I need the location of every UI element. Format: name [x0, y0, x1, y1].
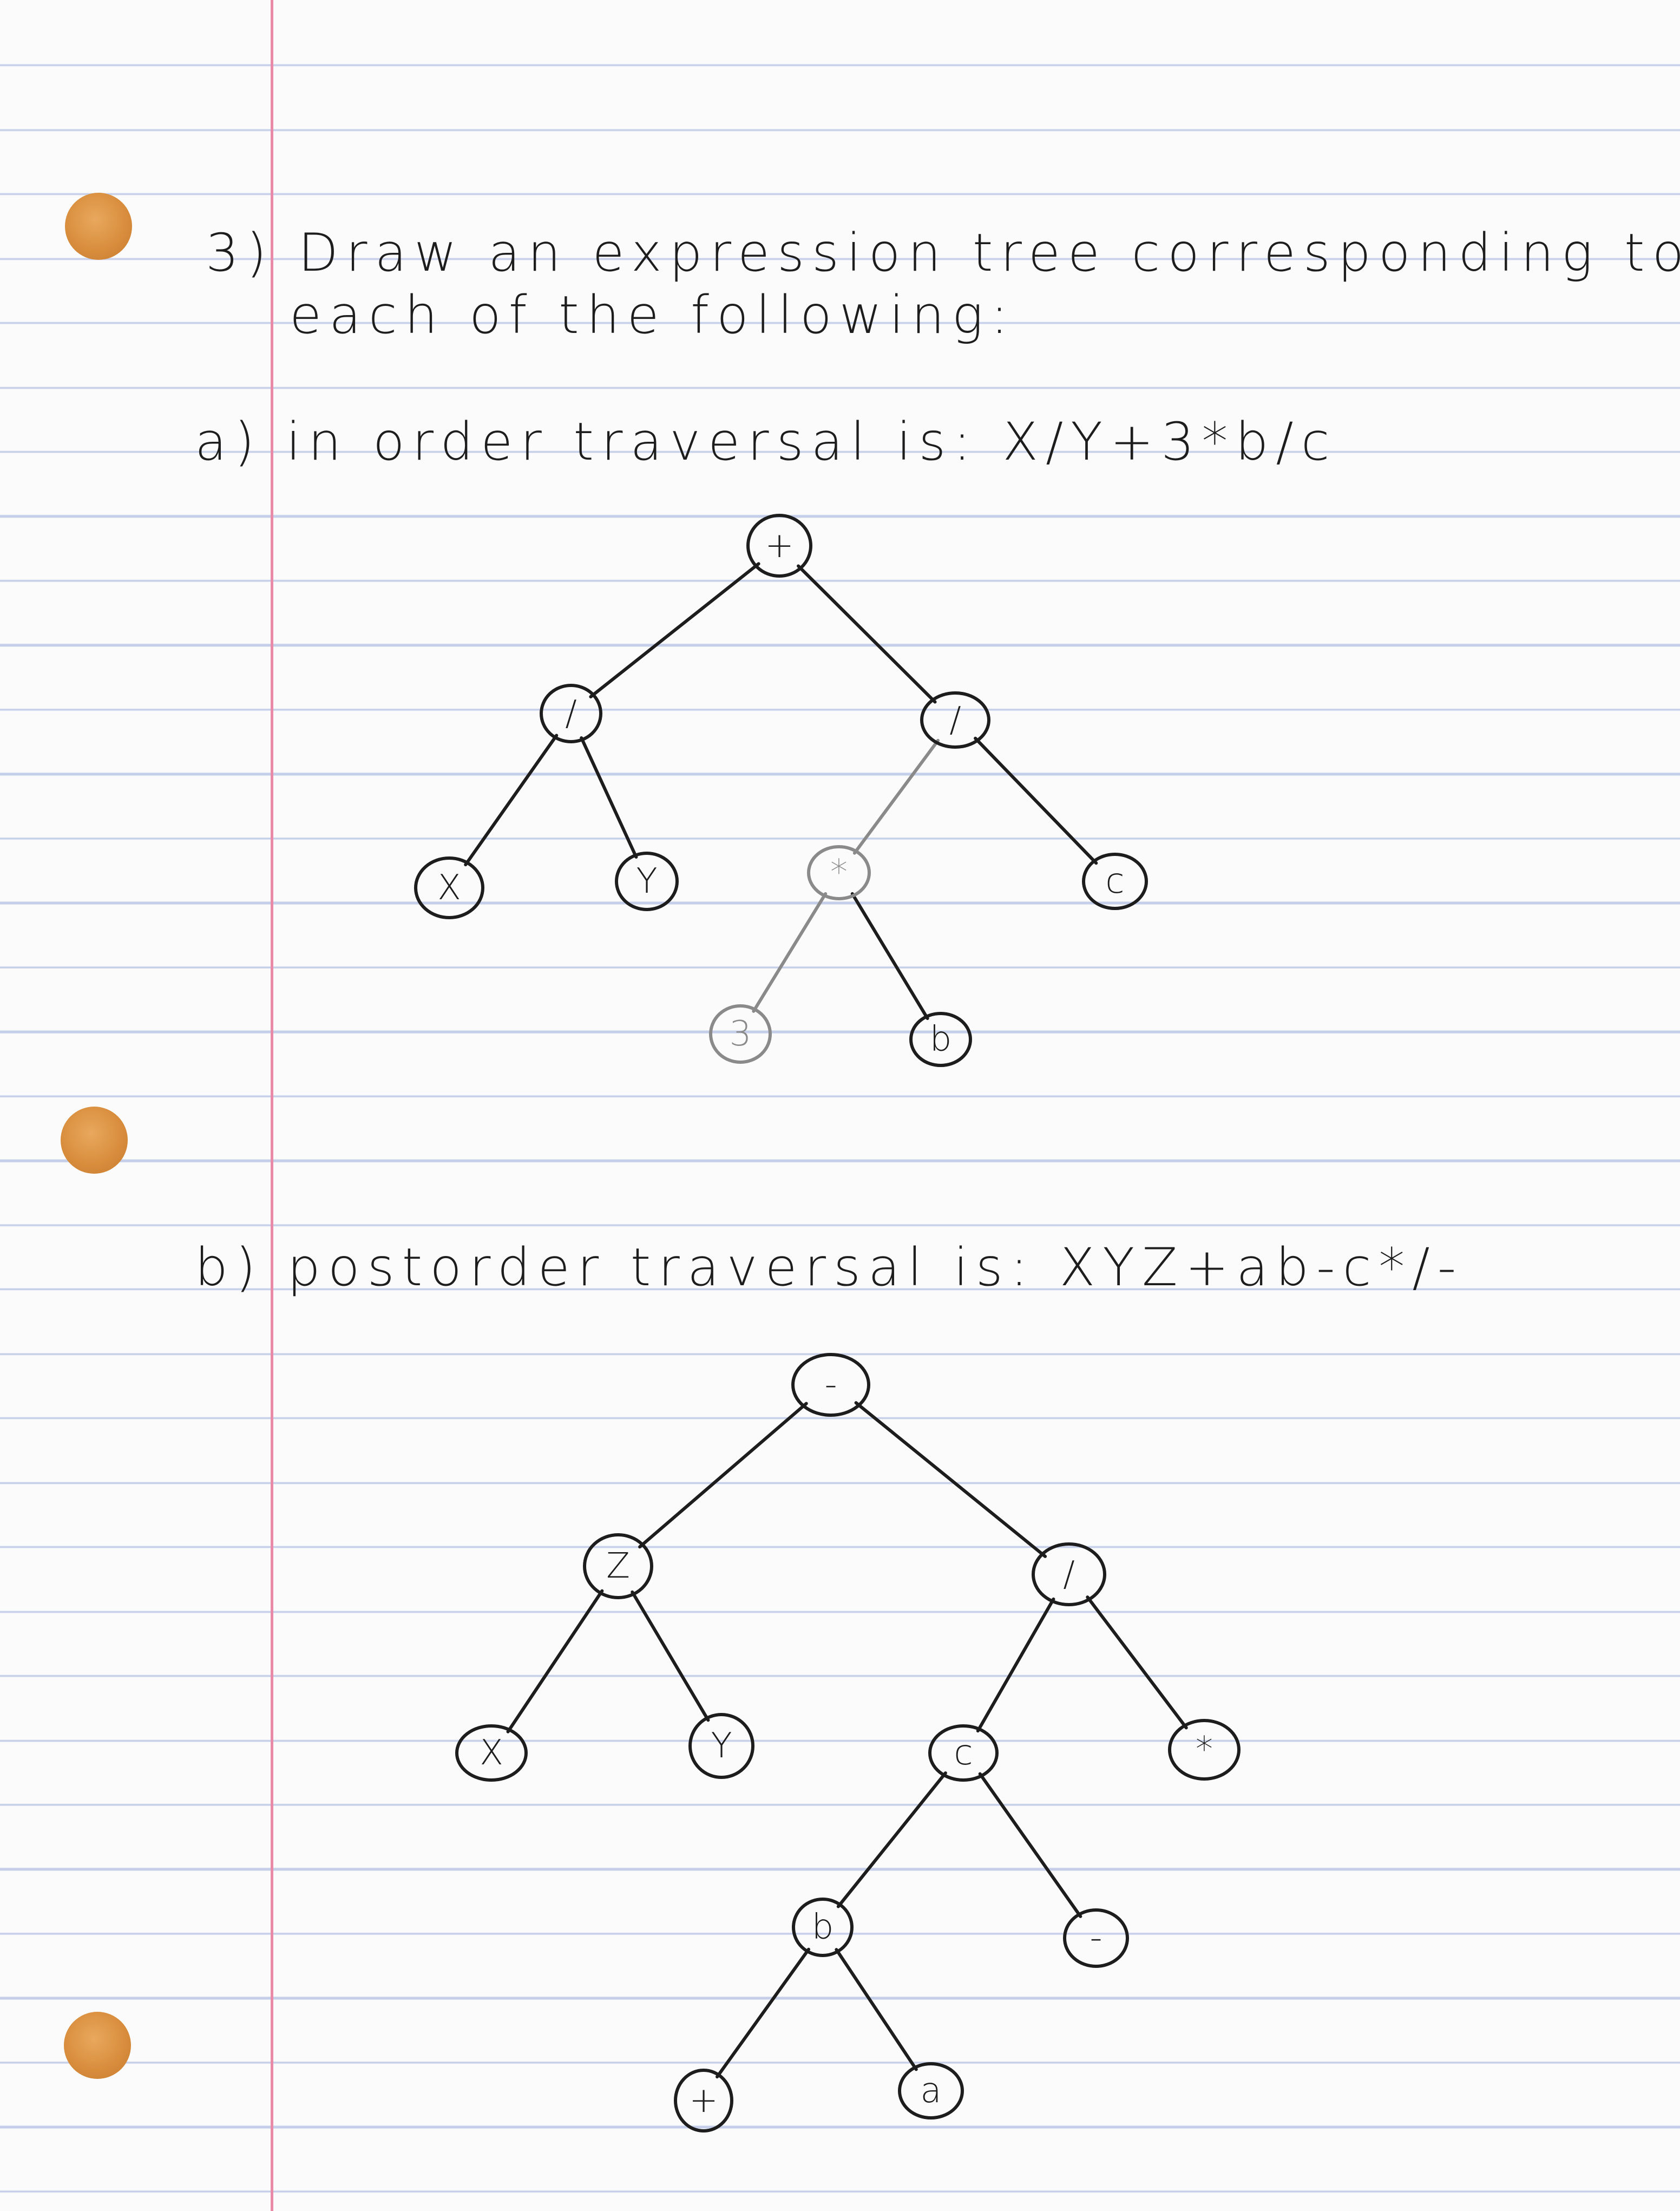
node-circle: [898, 2062, 964, 2120]
node-label: /: [949, 700, 961, 740]
node-label: a: [920, 2071, 941, 2111]
part-a-text: in order traversal is: X/Y+3*b/c: [286, 411, 1337, 472]
tree-b-edges: [506, 1401, 1188, 2079]
punch-hole-middle: [61, 1107, 128, 1174]
node-label: *: [1196, 1730, 1213, 1770]
node-circle: [615, 852, 679, 911]
tree-edge: [797, 564, 937, 704]
tree-edge: [974, 736, 1098, 865]
margin-line: [271, 0, 273, 2211]
part-b-text: postorder traversal is: XYZ+ab-c*/-: [287, 1237, 1464, 1298]
question-number: 3): [206, 223, 274, 283]
node-label: Z: [606, 1546, 630, 1586]
tree-edge: [852, 738, 940, 855]
tree-node: -: [1063, 1908, 1129, 1968]
tree-edge: [854, 1401, 1047, 1558]
tree-node: Y: [615, 852, 679, 911]
node-label: Y: [636, 861, 657, 901]
node-circle: [792, 1898, 854, 1957]
tree-node: /: [540, 684, 602, 743]
tree-edge: [978, 1772, 1082, 1918]
node-circle: [709, 1004, 772, 1064]
node-circle: [807, 845, 871, 900]
tree-edge: [716, 1947, 810, 2079]
node-label: X: [480, 1733, 503, 1773]
question-line1: 3) Draw an expression tree corresponding…: [206, 223, 1680, 283]
tree-edge: [631, 1590, 710, 1722]
tree-node: *: [1168, 1719, 1241, 1781]
tree-node: X: [414, 856, 484, 919]
tree-edge: [464, 734, 559, 867]
part-b-heading: b) postorder traversal is: XYZ+ab-c*/-: [195, 1237, 1464, 1298]
node-circle: [414, 856, 484, 919]
node-circle: [1082, 853, 1148, 910]
tree-edge: [836, 1771, 947, 1908]
node-circle: [1168, 1719, 1241, 1781]
tree-node: Y: [688, 1713, 754, 1779]
node-label: -: [824, 1365, 837, 1405]
node-circle: [674, 2069, 733, 2132]
tree-node: c: [1082, 853, 1148, 910]
node-label: b: [812, 1907, 834, 1947]
node-circle: [455, 1724, 528, 1782]
node-label: -: [1090, 1918, 1102, 1958]
tree-node: c: [928, 1724, 999, 1782]
tree-node: b: [792, 1898, 854, 1957]
node-label: X: [437, 868, 461, 908]
tree-edge: [752, 892, 828, 1013]
question-line2: each of the following:: [290, 285, 1016, 345]
tree-node: +: [746, 514, 812, 578]
tree-node: Z: [583, 1533, 653, 1599]
node-label: b: [930, 1019, 952, 1059]
tree-edge: [850, 892, 929, 1021]
node-label: /: [1063, 1554, 1075, 1594]
node-circle: [1063, 1908, 1129, 1968]
tree-a-edges: [464, 562, 1098, 1021]
tree-node: 3: [709, 1004, 772, 1064]
tree-a-diagram: + / / X Y * c 3 b: [414, 514, 1148, 1067]
tree-node: X: [455, 1724, 528, 1782]
part-b-label: b): [195, 1237, 264, 1298]
punch-hole-top: [65, 193, 132, 260]
part-a-heading: a) in order traversal is: X/Y+3*b/c: [195, 411, 1337, 472]
tree-node: b: [909, 1012, 972, 1067]
punch-hole-bottom: [64, 2012, 131, 2079]
tree-node: +: [674, 2069, 733, 2132]
node-label: c: [1105, 861, 1124, 901]
node-label: /: [565, 694, 577, 734]
tree-edge: [589, 562, 760, 699]
node-circle: [583, 1533, 653, 1599]
node-label: +: [765, 526, 794, 566]
tree-node: *: [807, 845, 871, 900]
tree-node: -: [791, 1353, 870, 1417]
part-a-label: a): [195, 411, 262, 472]
node-circle: [791, 1353, 870, 1417]
node-label: 3: [730, 1014, 752, 1054]
node-label: Y: [711, 1726, 732, 1766]
tree-node: a: [898, 2062, 964, 2120]
node-circle: [909, 1012, 972, 1067]
node-label: c: [954, 1733, 973, 1773]
node-circle: [920, 691, 990, 749]
tree-edge: [638, 1402, 808, 1549]
node-circle: [928, 1724, 999, 1782]
tree-edge: [1086, 1595, 1188, 1730]
tree-edge: [976, 1597, 1055, 1733]
tree-edge: [580, 736, 638, 859]
question-text: 3) Draw an expression tree corresponding…: [206, 222, 1680, 346]
node-circle: [540, 684, 602, 743]
tree-edge: [835, 1948, 918, 2071]
node-circle: [1032, 1542, 1106, 1606]
node-label: *: [830, 853, 848, 893]
node-circle: [746, 514, 812, 578]
tree-edge: [506, 1589, 604, 1734]
tree-node: /: [1032, 1542, 1106, 1606]
node-label: +: [689, 2081, 718, 2121]
tree-node: /: [920, 691, 990, 749]
node-circle: [688, 1713, 754, 1779]
